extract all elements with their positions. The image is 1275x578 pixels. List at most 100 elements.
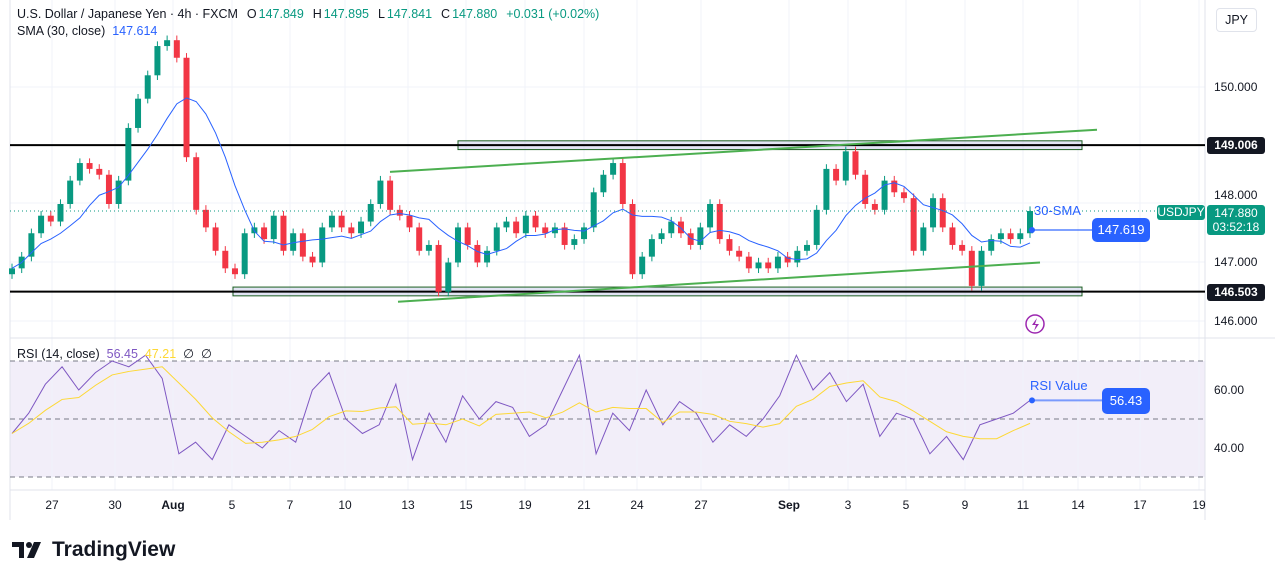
candle-body — [619, 163, 626, 204]
open-value: 147.849 — [258, 7, 304, 21]
open-label: O — [246, 7, 257, 21]
candle-body — [435, 244, 442, 292]
candle-body — [920, 227, 927, 251]
last-price: 147.880 — [1214, 206, 1258, 220]
candle-body — [687, 233, 694, 245]
time-tick-label: 14 — [1071, 498, 1085, 512]
candle-body — [697, 227, 704, 245]
candle-body — [930, 198, 937, 228]
price-tick-label: 146.000 — [1214, 314, 1258, 328]
candle-body — [968, 250, 975, 286]
rsi-tick-label: 60.00 — [1214, 383, 1244, 397]
candle-body — [1017, 233, 1024, 240]
candle-body — [658, 233, 665, 240]
time-tick-label: Aug — [161, 498, 184, 512]
candle-body — [76, 163, 83, 181]
candle-body — [493, 227, 500, 251]
support-price-tag: 146.503 — [1207, 284, 1265, 301]
lightning-icon-bolt — [1032, 318, 1039, 331]
sma-callout-label: 30-SMA — [1034, 203, 1081, 218]
candle-body — [610, 163, 617, 175]
sma-value-callout: 147.619 — [1092, 218, 1150, 242]
candle-body — [581, 227, 588, 240]
lower-trendline — [397, 261, 1041, 303]
candle-body — [765, 262, 772, 269]
candle-body — [513, 221, 520, 234]
sma-label: SMA (30, close) — [17, 24, 106, 38]
rsi-callout-dot — [1029, 397, 1035, 404]
candle-body — [425, 244, 432, 251]
candle-body — [135, 98, 142, 128]
close-label: C — [441, 7, 451, 21]
candle-body — [144, 75, 151, 99]
symbol-title: U.S. Dollar / Japanese Yen · 4h · FXCM — [17, 7, 238, 21]
time-tick-label: 17 — [1133, 498, 1147, 512]
low-value: 147.841 — [386, 7, 433, 21]
candle-body — [794, 250, 801, 263]
candle-body — [67, 180, 74, 204]
candle-body — [96, 168, 103, 175]
candle-body — [309, 256, 316, 263]
candle-body — [648, 239, 655, 257]
candle-body — [823, 168, 830, 210]
candle-body — [891, 180, 898, 193]
time-tick-label: 5 — [229, 498, 236, 512]
last-price-tag: 147.880 03:52:18 — [1207, 205, 1265, 235]
rsi-tick-label: 40.00 — [1214, 441, 1244, 455]
candle-body — [871, 204, 878, 210]
change-value: +0.031 (+0.02%) — [506, 7, 600, 21]
candle-body — [532, 215, 539, 228]
candle-body — [997, 233, 1004, 240]
candle-body — [9, 268, 15, 275]
candle-body — [445, 262, 452, 292]
candle-body — [1027, 211, 1033, 234]
candle-body — [813, 209, 820, 245]
rsi-legend[interactable]: RSI (14, close) 56.45 47.21 ∅ ∅ — [17, 346, 212, 361]
time-tick-label: 7 — [287, 498, 294, 512]
rsi-value: 56.45 — [106, 347, 138, 361]
time-tick-label: 21 — [577, 498, 591, 512]
rsi-ma-line — [11, 366, 1031, 444]
candle-body — [222, 250, 229, 269]
candle-body — [47, 215, 54, 222]
candle-body — [978, 250, 985, 286]
sma-callout-dot — [1029, 227, 1035, 233]
candle-body — [949, 227, 956, 245]
candle-body — [561, 227, 568, 245]
lightning-icon — [1025, 314, 1045, 334]
candle-body — [328, 215, 335, 228]
rsi-callout-label: RSI Value — [1030, 378, 1088, 393]
candle-body — [367, 204, 374, 222]
candle-body — [377, 180, 384, 204]
candle-body — [57, 204, 64, 222]
candle-body — [542, 227, 549, 234]
sma-legend[interactable]: SMA (30, close) 147.614 — [17, 24, 157, 38]
time-tick-label: 10 — [338, 498, 352, 512]
time-tick-label: 15 — [459, 498, 473, 512]
rsi-ma-value: 47.21 — [144, 347, 177, 361]
candle-body — [105, 174, 112, 204]
candle-body — [338, 215, 345, 228]
time-tick-label: 19 — [1192, 498, 1206, 512]
candle-body — [154, 46, 161, 76]
candle-body — [804, 244, 811, 251]
price-tick-label: 150.000 — [1214, 80, 1258, 94]
candle-body — [881, 180, 888, 210]
candle-body — [629, 204, 636, 275]
candle-body — [358, 221, 365, 234]
tradingview-logo[interactable]: TradingView — [12, 538, 175, 562]
candle-body — [755, 262, 762, 269]
chart-background — [10, 0, 1205, 490]
candle-body — [551, 227, 558, 234]
candle-body — [833, 168, 840, 181]
candle-body — [164, 40, 171, 47]
empty-set-icon: ∅ — [200, 347, 212, 361]
currency-button[interactable]: JPY — [1216, 8, 1257, 32]
candle-body — [231, 268, 238, 275]
candle-body — [503, 221, 510, 228]
candle-body — [290, 233, 297, 251]
candle-body — [862, 174, 869, 204]
candle-body — [464, 227, 471, 245]
time-tick-label: 9 — [962, 498, 969, 512]
